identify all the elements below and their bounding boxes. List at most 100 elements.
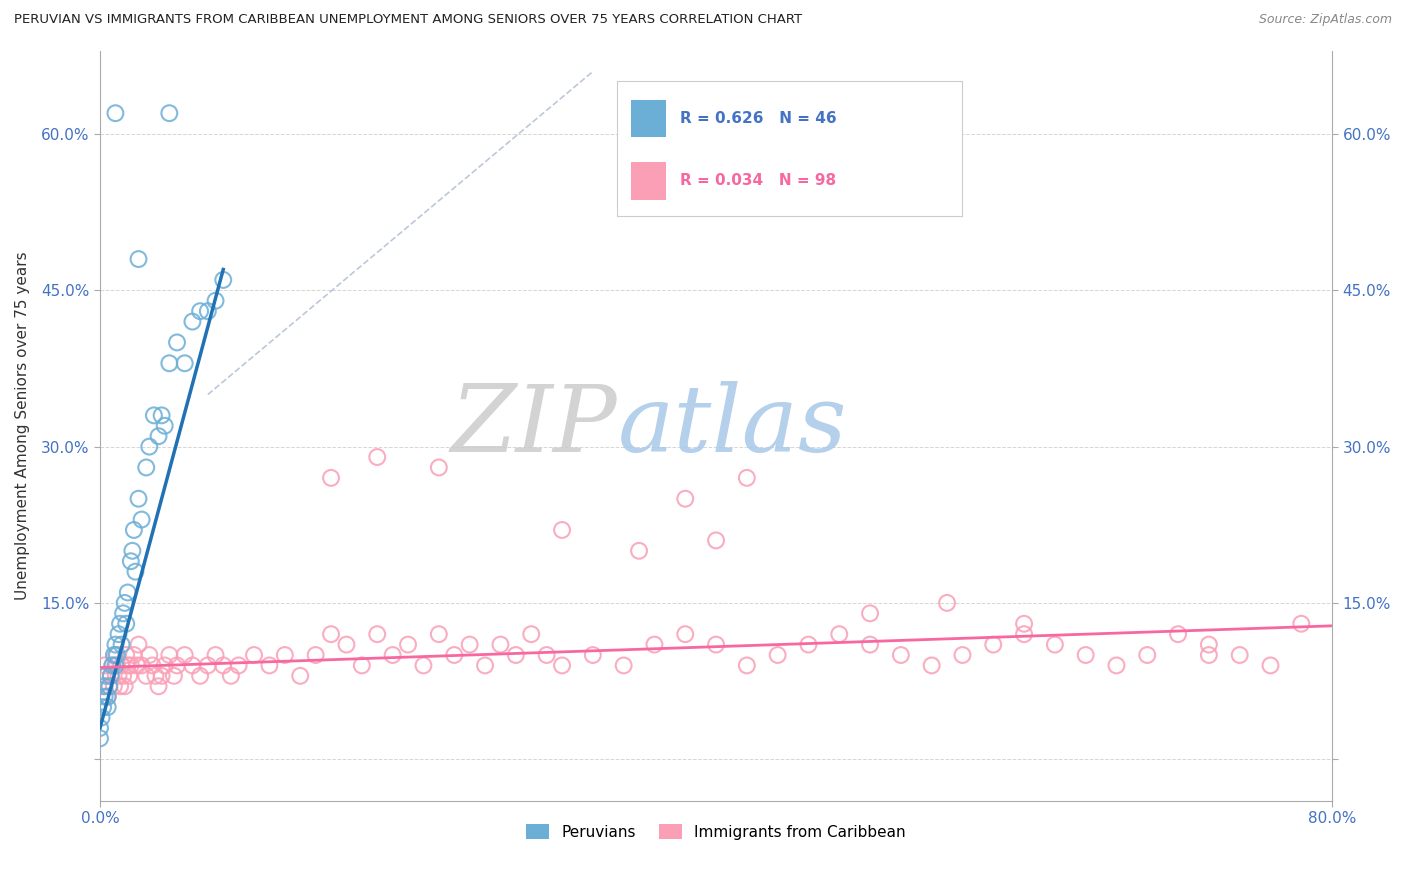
- Point: [474, 658, 496, 673]
- Point: [890, 648, 912, 662]
- Point: [96, 669, 118, 683]
- Point: [243, 648, 266, 662]
- Point: [148, 679, 170, 693]
- Point: [93, 679, 115, 693]
- Point: [228, 658, 250, 673]
- Point: [105, 648, 128, 662]
- Point: [128, 252, 150, 266]
- Point: [148, 429, 170, 443]
- Point: [212, 658, 235, 673]
- Point: [103, 648, 125, 662]
- Point: [319, 471, 342, 485]
- Point: [735, 471, 758, 485]
- Point: [157, 356, 180, 370]
- Point: [505, 648, 527, 662]
- Point: [1012, 627, 1035, 641]
- Y-axis label: Unemployment Among Seniors over 75 years: Unemployment Among Seniors over 75 years: [15, 252, 30, 600]
- Point: [114, 596, 136, 610]
- Point: [131, 512, 153, 526]
- Point: [582, 648, 605, 662]
- Point: [304, 648, 326, 662]
- Point: [89, 731, 111, 746]
- Point: [91, 679, 114, 693]
- Point: [704, 533, 727, 548]
- Point: [366, 450, 388, 464]
- Point: [122, 523, 145, 537]
- Point: [121, 544, 143, 558]
- Point: [1198, 638, 1220, 652]
- Point: [128, 491, 150, 506]
- Point: [153, 418, 176, 433]
- Point: [131, 658, 153, 673]
- Point: [108, 616, 131, 631]
- Point: [181, 315, 204, 329]
- Point: [107, 627, 129, 641]
- Point: [115, 648, 138, 662]
- Legend: Peruvians, Immigrants from Caribbean: Peruvians, Immigrants from Caribbean: [520, 818, 912, 846]
- Point: [443, 648, 465, 662]
- Point: [859, 607, 882, 621]
- Point: [290, 669, 312, 683]
- Point: [673, 627, 696, 641]
- Point: [735, 658, 758, 673]
- Point: [145, 669, 167, 683]
- Point: [936, 596, 959, 610]
- Point: [173, 648, 195, 662]
- Point: [117, 585, 139, 599]
- Point: [89, 721, 111, 735]
- Point: [643, 638, 665, 652]
- Point: [101, 658, 124, 673]
- Point: [114, 679, 136, 693]
- Point: [427, 460, 450, 475]
- Point: [107, 669, 129, 683]
- Point: [118, 669, 141, 683]
- Point: [188, 669, 211, 683]
- Point: [859, 638, 882, 652]
- Point: [628, 544, 651, 558]
- Point: [100, 669, 122, 683]
- Point: [105, 658, 128, 673]
- Point: [90, 710, 112, 724]
- Point: [125, 658, 148, 673]
- Point: [98, 679, 121, 693]
- Point: [1291, 616, 1313, 631]
- Point: [613, 658, 636, 673]
- Point: [163, 669, 186, 683]
- Point: [673, 491, 696, 506]
- Text: PERUVIAN VS IMMIGRANTS FROM CARIBBEAN UNEMPLOYMENT AMONG SENIORS OVER 75 YEARS C: PERUVIAN VS IMMIGRANTS FROM CARIBBEAN UN…: [14, 13, 803, 27]
- Point: [1136, 648, 1159, 662]
- Point: [138, 648, 160, 662]
- Point: [1198, 648, 1220, 662]
- Point: [704, 638, 727, 652]
- Point: [1043, 638, 1066, 652]
- Point: [489, 638, 512, 652]
- Point: [97, 690, 120, 704]
- Point: [157, 648, 180, 662]
- Point: [93, 690, 115, 704]
- Point: [104, 638, 127, 652]
- Text: Source: ZipAtlas.com: Source: ZipAtlas.com: [1258, 13, 1392, 27]
- Point: [110, 638, 132, 652]
- Point: [101, 658, 124, 673]
- Point: [197, 658, 219, 673]
- Text: ZIP: ZIP: [451, 381, 617, 471]
- Point: [1260, 658, 1282, 673]
- Point: [1012, 616, 1035, 631]
- Point: [112, 607, 135, 621]
- Point: [97, 690, 120, 704]
- Point: [219, 669, 242, 683]
- Point: [89, 669, 111, 683]
- Point: [381, 648, 404, 662]
- Point: [128, 638, 150, 652]
- Point: [335, 638, 357, 652]
- Point: [104, 106, 127, 120]
- Point: [412, 658, 434, 673]
- Point: [91, 700, 114, 714]
- Point: [98, 679, 121, 693]
- Point: [108, 679, 131, 693]
- Point: [828, 627, 851, 641]
- Point: [259, 658, 281, 673]
- Point: [797, 638, 820, 652]
- Point: [166, 658, 188, 673]
- Point: [212, 273, 235, 287]
